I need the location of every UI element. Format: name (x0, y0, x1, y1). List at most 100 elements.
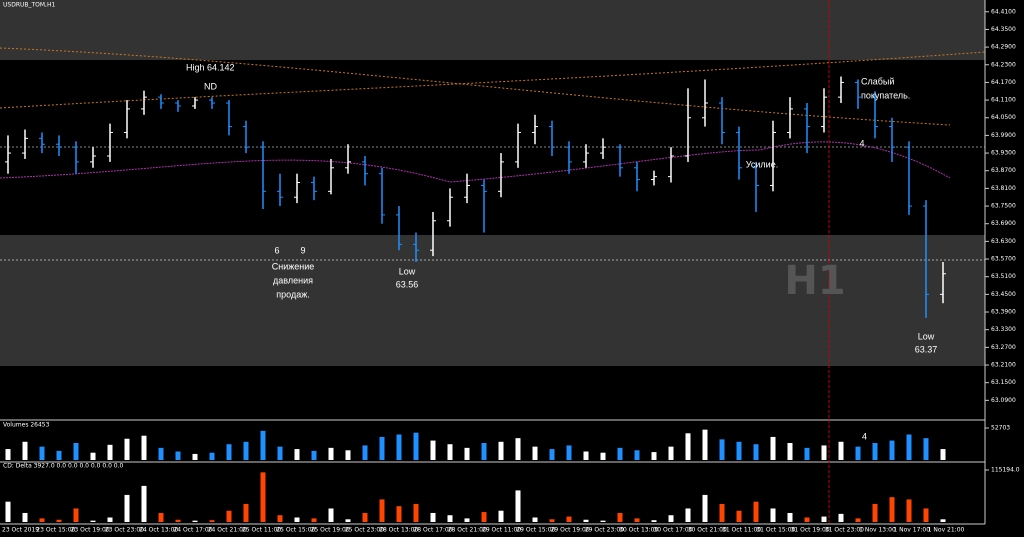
bar (243, 503, 249, 522)
bar (787, 512, 793, 522)
x-tick-label: 25 Oct 11:00 (242, 527, 281, 534)
bar (141, 485, 147, 522)
bar (124, 494, 130, 522)
bar (906, 499, 912, 522)
timeframe-watermark: H1 (784, 258, 845, 304)
bar (549, 449, 555, 460)
bar (413, 432, 419, 460)
bar (107, 517, 113, 522)
panel-title: Volumes 26453 (3, 422, 50, 429)
x-tick-label: 30 Oct 17:00 (653, 527, 692, 534)
bar (719, 439, 725, 460)
bar (634, 450, 640, 460)
bar (719, 503, 725, 522)
bar (804, 447, 810, 460)
annotation: Low (399, 266, 416, 276)
bar (753, 444, 759, 460)
y-tick-label: 63.3300 (991, 326, 1016, 333)
bar (685, 433, 691, 460)
x-tick-label: 31 Oct 11:00 (722, 527, 761, 534)
bar (787, 442, 793, 460)
bar (226, 444, 232, 460)
bar (923, 508, 929, 522)
bar (583, 451, 589, 460)
bar (107, 444, 113, 460)
zone-band (0, 235, 985, 366)
y-tick-label: 64.3500 (991, 26, 1016, 33)
x-tick-label: 1 Nov 21:00 (928, 527, 965, 534)
bar (634, 518, 640, 522)
bar (260, 472, 266, 522)
bar (821, 445, 827, 460)
bar (379, 499, 385, 522)
bar (651, 520, 657, 522)
bar (124, 438, 130, 460)
bar (940, 449, 946, 460)
bar (243, 441, 249, 460)
annotation: 4 (859, 138, 864, 148)
y-tick-label: 63.5100 (991, 273, 1016, 280)
bar (617, 447, 623, 460)
bar (73, 508, 79, 522)
bar (56, 450, 62, 460)
y-tick-label: 63.8700 (991, 167, 1016, 174)
bar (5, 449, 11, 460)
x-tick-label: 29 Oct 19:00 (551, 527, 590, 534)
bar (753, 501, 759, 522)
bar (362, 512, 368, 522)
bar (464, 447, 470, 460)
x-tick-label: 31 Oct 19:00 (791, 527, 830, 534)
bar (447, 444, 453, 460)
bar (158, 447, 164, 460)
moving-average (0, 51, 986, 109)
bar (22, 441, 28, 460)
bar (736, 510, 742, 522)
bar (73, 442, 79, 460)
y-tick-label: 63.6300 (991, 238, 1016, 245)
bar (498, 510, 504, 522)
bar (906, 434, 912, 460)
bar (617, 512, 623, 522)
bar (379, 436, 385, 460)
x-tick-label: 23 Oct 2019 (2, 527, 39, 534)
y-tick-label: 52703 (991, 425, 1010, 432)
y-tick-label: 63.0900 (991, 397, 1016, 404)
y-tick-label: 63.3900 (991, 309, 1016, 316)
bar (889, 497, 895, 522)
y-tick-label: 64.2300 (991, 61, 1016, 68)
x-tick-label: 30 Oct 13:00 (619, 527, 658, 534)
y-tick-label: 115194.0 (991, 467, 1020, 474)
y-tick-label: 64.1700 (991, 79, 1016, 86)
bar (396, 506, 402, 522)
bar (464, 518, 470, 522)
bar (532, 446, 538, 460)
bar (175, 519, 181, 522)
bar (90, 520, 96, 522)
bar (345, 519, 351, 522)
x-tick-label: 23 Oct 23:00 (105, 527, 144, 534)
bar (804, 517, 810, 522)
x-tick-label: 1 Nov 13:00 (859, 527, 896, 534)
annotation: давления (273, 275, 313, 285)
bar (583, 519, 589, 522)
bar (413, 503, 419, 522)
bar (498, 441, 504, 460)
bar (22, 512, 28, 522)
x-tick-label: 29 Oct 23:00 (585, 527, 624, 534)
bar (821, 516, 827, 522)
bar (889, 440, 895, 460)
x-tick-label: 28 Oct 13:00 (379, 527, 418, 534)
bar (702, 429, 708, 460)
x-tick-label: 28 Oct 17:00 (413, 527, 452, 534)
annotation: Усилие. (746, 159, 778, 169)
bar (668, 515, 674, 522)
bar (209, 520, 215, 522)
bar (294, 517, 300, 522)
bar (600, 452, 606, 460)
annotation: 63.37 (915, 344, 938, 354)
bar (685, 508, 691, 522)
x-tick-label: 23 Oct 19:00 (71, 527, 110, 534)
annotation: 63.56 (396, 279, 419, 289)
bar (56, 519, 62, 522)
